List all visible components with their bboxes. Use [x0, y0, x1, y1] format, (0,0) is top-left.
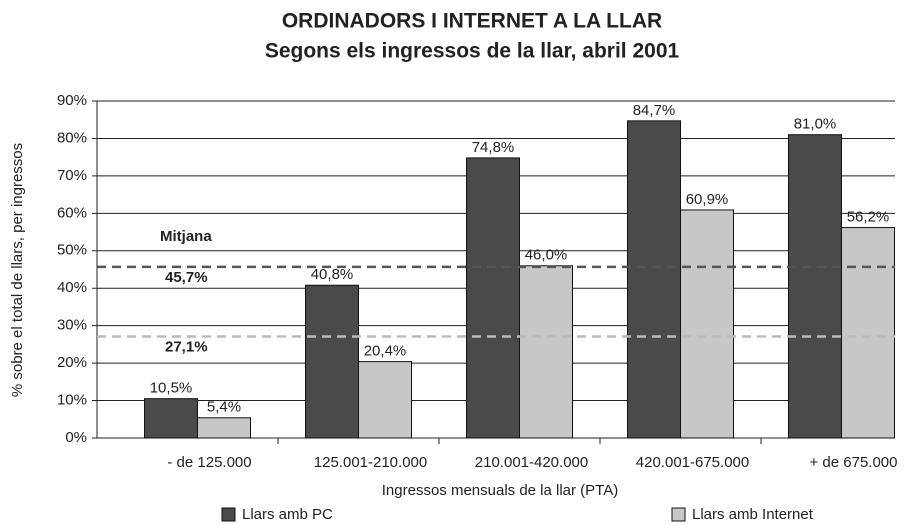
bar	[144, 398, 198, 439]
y-tick-label: 40%	[57, 279, 87, 296]
x-axis-label: Ingressos mensuals de la llar (PTA)	[382, 482, 618, 499]
chart-subtitle: Segons els ingressos de la llar, abril 2…	[265, 40, 680, 63]
bar	[466, 157, 520, 439]
bar	[627, 120, 681, 439]
data-label: 10,5%	[150, 380, 193, 397]
bar	[680, 209, 734, 439]
reference-label: 27,1%	[165, 338, 208, 355]
legend-swatch	[221, 507, 236, 522]
y-tick-label: 30%	[57, 317, 87, 334]
bar	[519, 265, 573, 439]
y-tick-label: 90%	[57, 92, 87, 109]
data-label: 56,2%	[847, 209, 890, 226]
chart-title: ORDINADORS I INTERNET A LA LLAR	[282, 10, 662, 33]
x-tick-label: + de 675.000	[809, 454, 897, 471]
legend-label: Llars amb Internet	[692, 506, 814, 523]
data-label: 81,0%	[794, 116, 837, 133]
x-tick-label: 125.001-210.000	[314, 454, 427, 471]
y-tick-label: 10%	[57, 392, 87, 409]
data-label: 60,9%	[686, 191, 729, 208]
y-tick-label: 0%	[65, 429, 87, 446]
data-label: 84,7%	[633, 102, 676, 119]
data-label: 20,4%	[364, 343, 407, 360]
reference-label: 45,7%	[165, 269, 208, 286]
y-tick-label: 60%	[57, 204, 87, 221]
data-label: 74,8%	[472, 139, 515, 156]
data-label: 46,0%	[525, 247, 568, 264]
reference-title: Mitjana	[160, 228, 212, 245]
y-tick-label: 20%	[57, 354, 87, 371]
x-tick-label: 210.001-420.000	[475, 454, 588, 471]
y-tick-label: 70%	[57, 167, 87, 184]
bar	[358, 361, 412, 439]
y-axis-label: % sobre el total de llars, per ingressos	[9, 143, 26, 397]
data-label: 5,4%	[207, 399, 241, 416]
legend-label: Llars amb PC	[242, 506, 333, 523]
bar	[197, 417, 251, 439]
bar	[841, 227, 895, 439]
bar	[788, 134, 842, 439]
y-tick-label: 50%	[57, 242, 87, 259]
bar	[305, 284, 359, 439]
legend-swatch	[671, 507, 686, 522]
x-tick-label: - de 125.000	[167, 454, 251, 471]
y-tick-label: 80%	[57, 129, 87, 146]
data-label: 40,8%	[311, 266, 354, 283]
x-tick-label: 420.001-675.000	[636, 454, 749, 471]
